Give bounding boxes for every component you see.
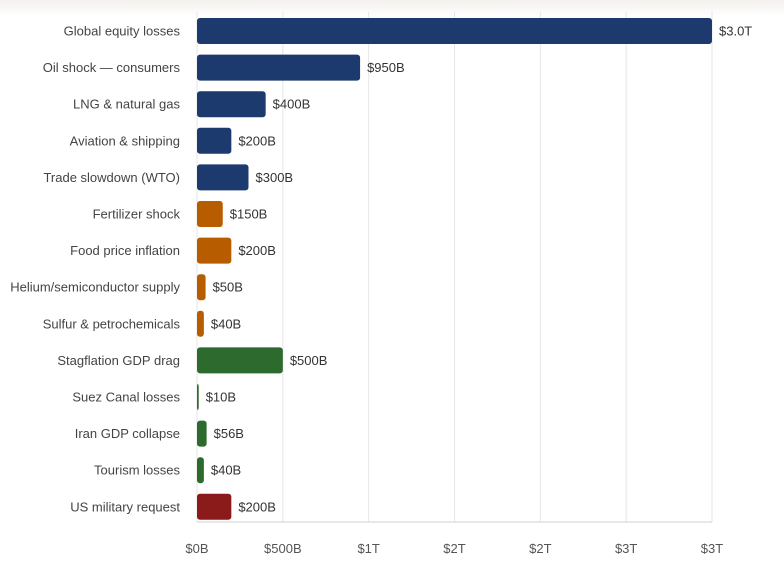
value-label: $200B [238,243,276,258]
category-label: Stagflation GDP drag [57,353,180,368]
value-label: $56B [214,426,244,441]
category-label: Oil shock — consumers [43,60,181,75]
value-label: $40B [211,316,241,331]
x-tick-label: $2T [529,541,551,556]
bar [197,54,361,81]
value-label: $40B [211,463,241,478]
bar [197,164,249,191]
x-axis-ticks: $0B $500B $1T $2T $2T $3T $3T [185,541,723,556]
category-labels: Global equity losses Oil shock — consumer… [10,24,180,515]
category-label: US military request [70,499,180,514]
category-label: Fertilizer shock [93,207,181,222]
bar [197,18,712,44]
value-label: $500B [290,353,328,368]
category-label: Trade slowdown (WTO) [43,170,180,185]
bar [197,201,223,227]
category-label: Iran GDP collapse [75,426,180,441]
x-tick-label: $500B [264,541,302,556]
category-label: Sulfur & petrochemicals [43,316,181,331]
category-label: LNG & natural gas [73,97,180,112]
bar [197,420,207,447]
value-label: $400B [273,97,311,112]
category-label: Tourism losses [94,463,180,478]
bar [197,493,232,520]
x-tick-label: $0B [185,541,208,556]
value-labels: $3.0T $950B $400B $200B $300B $150B $200B $50B $… [206,24,753,515]
x-tick-label: $2T [443,541,465,556]
value-label: $200B [238,499,276,514]
bars [197,18,712,520]
bar [197,347,283,374]
bar [197,237,232,264]
bar [197,457,204,484]
value-label: $150B [230,207,268,222]
x-tick-label: $1T [357,541,379,556]
category-label: Suez Canal losses [72,390,180,405]
top-band [0,0,784,16]
value-label: $200B [238,133,276,148]
category-label: Global equity losses [64,24,181,39]
value-label: $300B [256,170,294,185]
value-label: $50B [213,280,243,295]
category-label: Food price inflation [70,243,180,258]
bar [197,127,232,154]
value-label: $10B [206,390,236,405]
bar [197,384,199,410]
bar [197,310,204,337]
category-label: Aviation & shipping [70,133,180,148]
value-label: $3.0T [719,24,752,39]
value-label: $950B [367,60,405,75]
x-tick-label: $3T [615,541,637,556]
bar [197,274,206,301]
bar [197,91,266,118]
x-tick-label: $3T [701,541,723,556]
category-label: Helium/semiconductor supply [10,280,180,295]
gridlines [196,12,713,523]
